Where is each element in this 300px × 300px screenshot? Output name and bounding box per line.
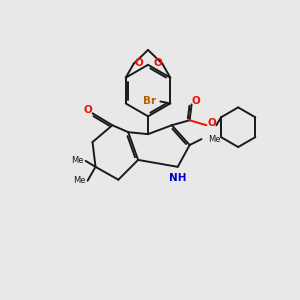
Text: O: O <box>191 97 200 106</box>
Text: Br: Br <box>143 97 156 106</box>
Text: O: O <box>207 118 216 128</box>
Text: O: O <box>134 58 143 68</box>
Text: Me: Me <box>74 176 86 185</box>
Text: Me: Me <box>208 135 220 144</box>
Text: O: O <box>83 105 92 116</box>
Text: O: O <box>153 58 162 68</box>
Text: NH: NH <box>169 173 187 183</box>
Text: Me: Me <box>71 156 84 165</box>
